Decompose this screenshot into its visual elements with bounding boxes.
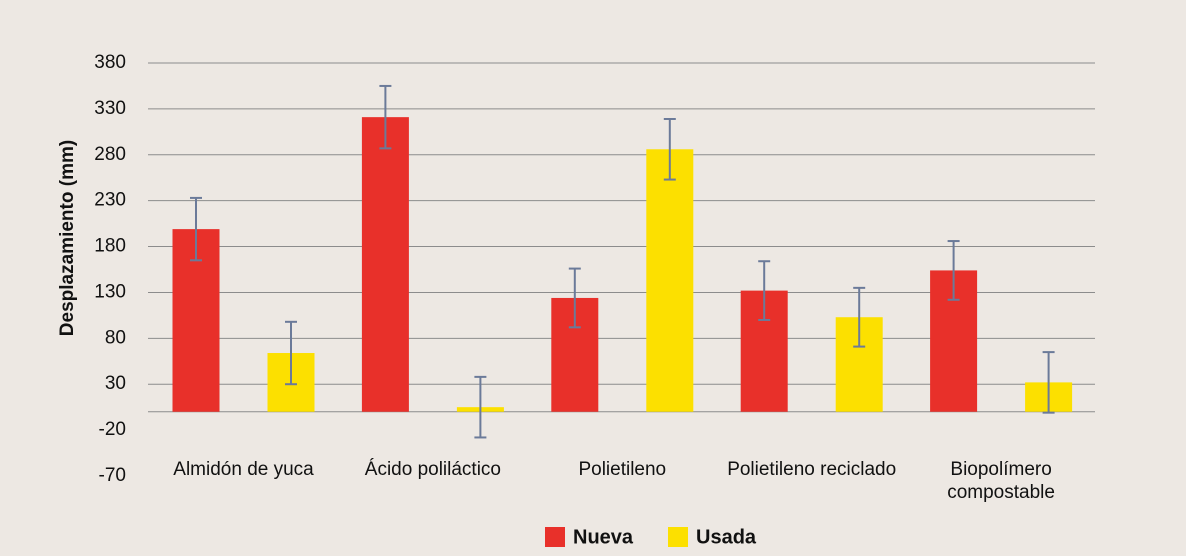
y-tick-label: 380 [94, 52, 126, 73]
error-bar [853, 286, 866, 348]
bar [361, 117, 409, 412]
x-tick-label: Polietileno reciclado [727, 459, 897, 480]
error-bar [947, 240, 960, 301]
x-tick-label: Ácido poliláctico [364, 459, 502, 480]
error-bar [379, 84, 392, 150]
error-bar [285, 320, 297, 386]
y-tick-label: 130 [94, 281, 126, 302]
x-tick-label: Biopolímero compostable [947, 459, 1055, 503]
y-tick-label: 80 [105, 327, 126, 348]
y-axis-title: Desplazamiento (mm) [57, 140, 78, 336]
y-tick-label: 30 [105, 373, 126, 394]
error-bar [758, 260, 771, 321]
error-bar [1042, 351, 1055, 414]
error-bar [474, 375, 487, 439]
y-tick-label: 180 [94, 236, 126, 257]
x-tick-label: Almidón de yuca [173, 459, 314, 480]
legend-label: Nueva [573, 526, 634, 548]
y-tick-label: 330 [94, 98, 126, 119]
y-tick-label: 230 [94, 190, 126, 211]
x-tick-label: Polietileno [578, 459, 667, 480]
error-bar [568, 267, 581, 329]
legend-swatch [668, 527, 688, 547]
legend-label: Usada [696, 526, 757, 548]
error-bar [190, 196, 202, 262]
bar [646, 149, 694, 412]
y-tick-label: 280 [94, 144, 126, 165]
y-tick-label: -70 [99, 465, 126, 486]
y-tick-label: -20 [99, 419, 126, 440]
legend-swatch [545, 527, 565, 547]
error-bar [663, 117, 676, 181]
